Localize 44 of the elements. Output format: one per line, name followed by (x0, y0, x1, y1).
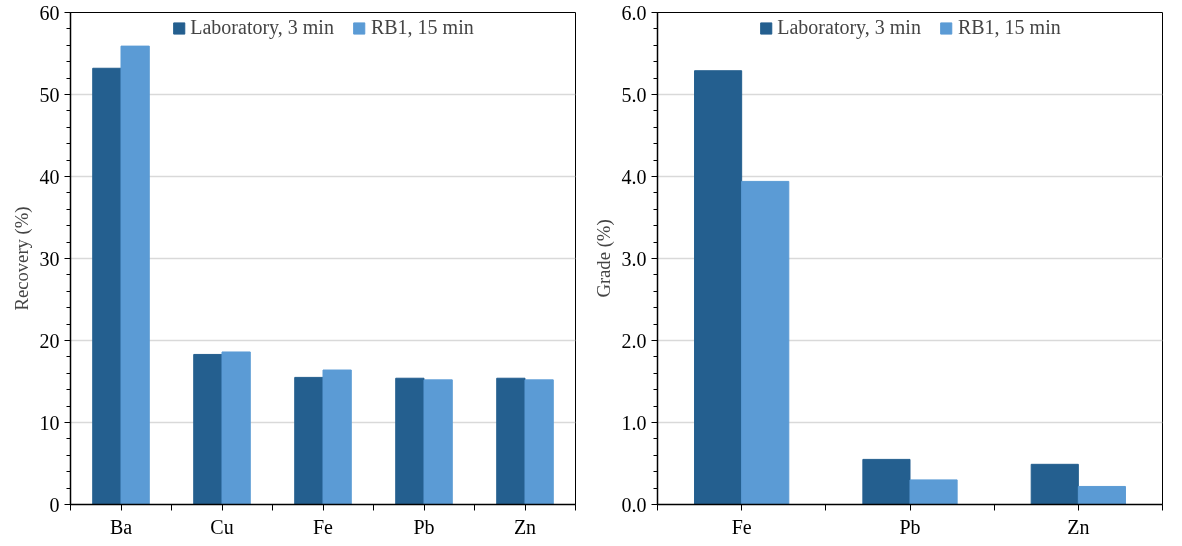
bar (694, 70, 743, 505)
y-tick-label: 2.0 (621, 329, 647, 352)
legend-label: RB1, 15 min (957, 16, 1061, 39)
bar (1077, 485, 1126, 505)
bar (496, 377, 526, 505)
bar (909, 479, 958, 505)
y-tick-label: 60 (39, 1, 60, 24)
x-tick-label: Cu (210, 515, 234, 538)
y-tick-label: 20 (39, 329, 60, 352)
x-tick-label: Fe (731, 515, 752, 538)
y-tick-label: 40 (39, 165, 60, 188)
bar (322, 369, 352, 505)
bar (294, 376, 324, 505)
bar (862, 458, 911, 505)
x-tick-label: Zn (1067, 515, 1090, 538)
bar (120, 45, 150, 505)
bar (741, 180, 790, 505)
legend-label: Laboratory, 3 min (777, 16, 921, 39)
y-tick-label: 30 (39, 247, 60, 270)
y-axis-title: Grade (%) (592, 219, 615, 298)
bar (221, 351, 251, 505)
y-tick-label: 0.0 (621, 493, 647, 516)
x-tick-label: Fe (313, 515, 334, 538)
bar (92, 67, 122, 505)
bar (1030, 463, 1079, 505)
x-tick-label: Ba (109, 515, 133, 538)
x-tick-label: Zn (513, 515, 537, 538)
y-tick-label: 4.0 (621, 165, 647, 188)
bar (193, 353, 223, 505)
y-tick-label: 50 (39, 83, 60, 106)
y-tick-label: 3.0 (621, 247, 647, 270)
y-tick-label: 0 (49, 493, 60, 516)
y-axis-title: Recovery (%) (10, 206, 33, 311)
bar (423, 379, 453, 505)
legend-label: RB1, 15 min (370, 16, 474, 39)
x-tick-label: Pb (899, 515, 921, 538)
y-tick-label: 1.0 (621, 411, 647, 434)
y-tick-label: 10 (39, 411, 60, 434)
bar (395, 377, 425, 505)
legend-label: Laboratory, 3 min (190, 16, 334, 39)
bar (524, 379, 554, 505)
x-tick-label: Pb (413, 515, 435, 538)
y-tick-label: 6.0 (621, 1, 647, 24)
y-tick-label: 5.0 (621, 83, 647, 106)
